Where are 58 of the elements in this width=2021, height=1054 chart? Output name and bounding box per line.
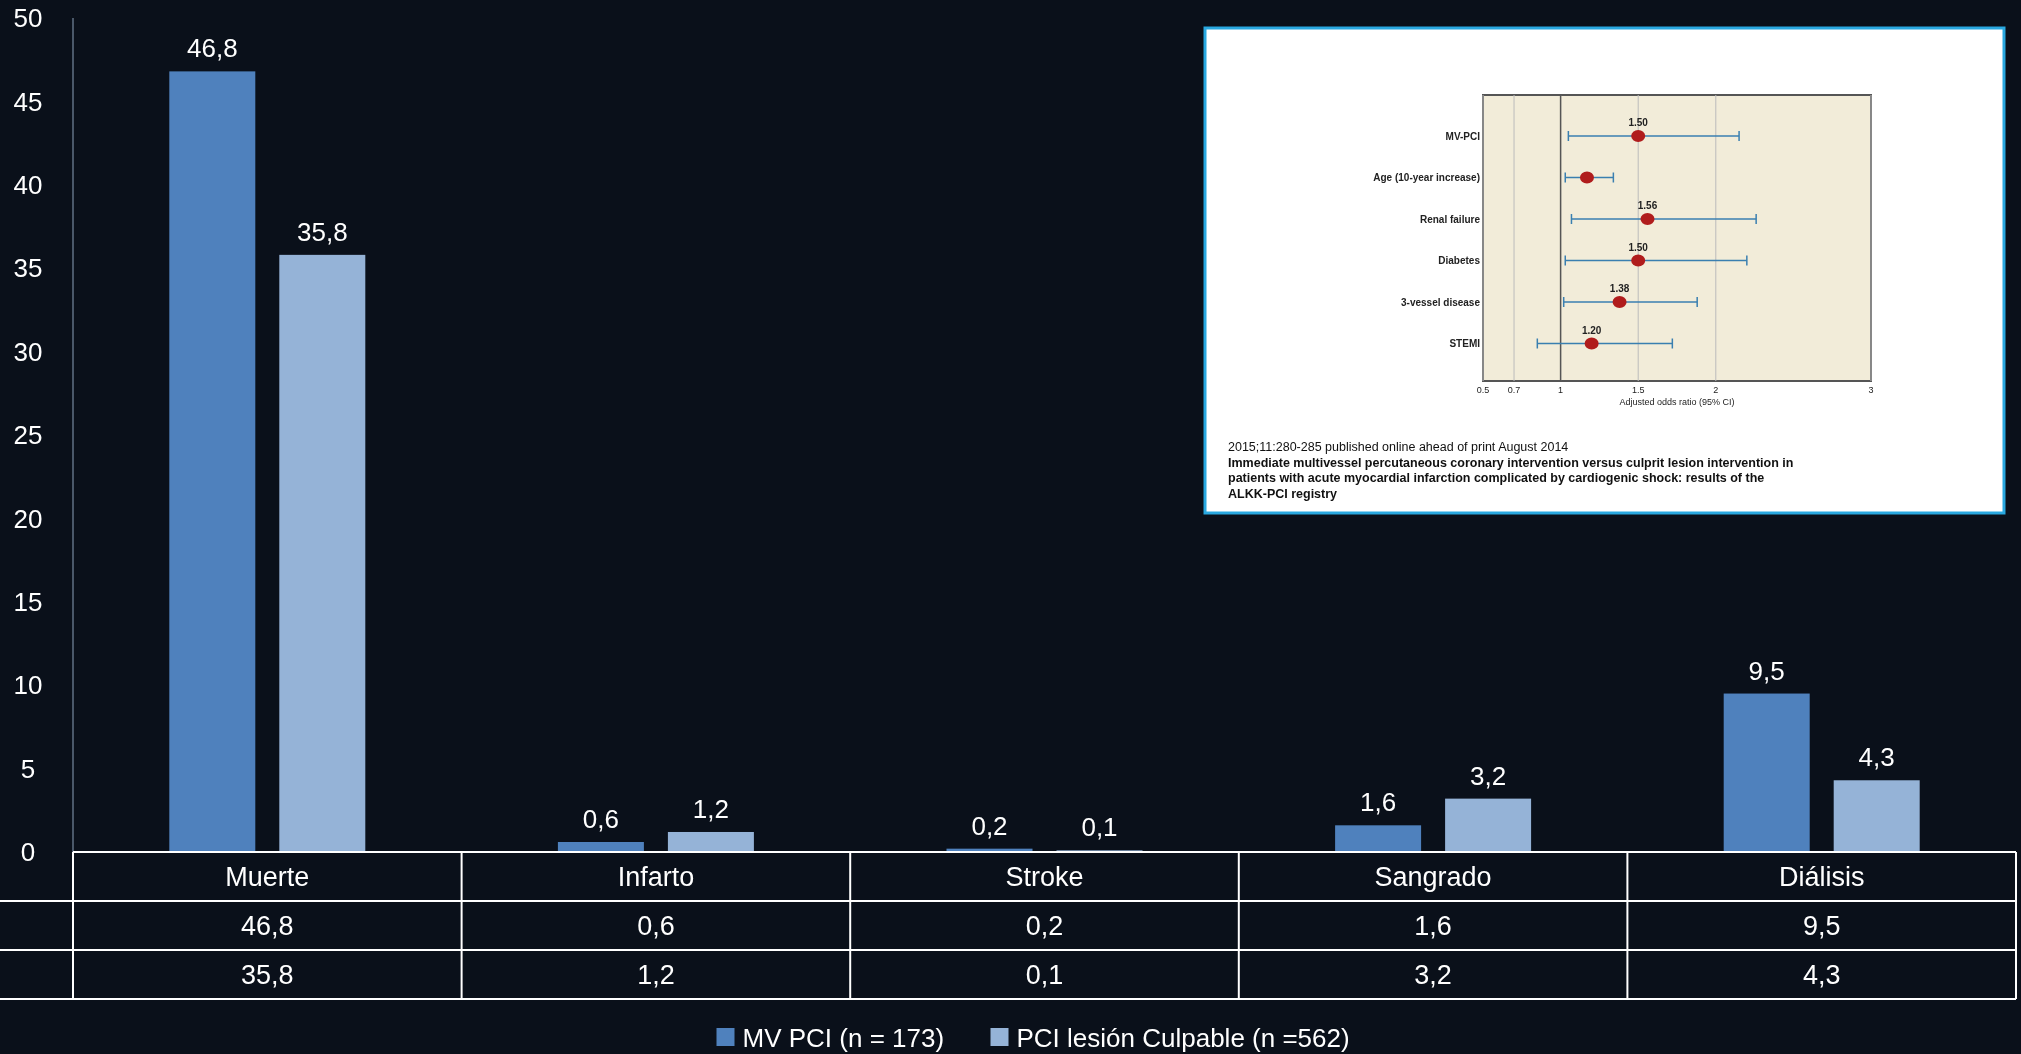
x-tick-label: 1.5 (1631, 385, 1645, 395)
data-label: 1.20 (1581, 324, 1602, 336)
y-tick-label: 50 (13, 3, 43, 34)
data-label: 1.50 (1628, 241, 1649, 253)
data-label: 4,3 (1802, 959, 1841, 990)
x-tick-label: Stroke (1005, 861, 1084, 892)
data-label: 1,6 (1414, 910, 1452, 941)
y-tick-label: Diabetes (1438, 255, 1481, 266)
data-label: 0,6 (637, 910, 675, 941)
x-tick-label: 0.5 (1476, 385, 1490, 395)
text: 0,1 (1081, 812, 1118, 843)
y-tick-label: Renal failure (1419, 213, 1481, 225)
y-tick-label: 35 (13, 253, 43, 284)
y-tick-label: MV-PCI (1445, 130, 1481, 142)
text: 4,3 (1858, 742, 1895, 773)
x-tick-label: Infarto (617, 861, 695, 892)
data-label: 35,8 (241, 959, 294, 990)
x-tick-label: 2 (1713, 385, 1719, 395)
x-tick-label: 0.7 (1507, 385, 1521, 395)
y-tick-label: 5 (20, 753, 36, 784)
text: 35,8 (297, 216, 348, 247)
data-label: 1.56 (1637, 200, 1658, 211)
y-tick-label: 25 (13, 420, 43, 451)
y-tick-label: 10 (13, 670, 43, 701)
data-label: 1.38 (1609, 283, 1630, 294)
legend-label: PCI lesión Culpable (n =562) (1016, 1023, 1350, 1054)
text: 1,6 (1360, 787, 1397, 818)
text: 0,6 (582, 803, 619, 834)
y-tick-label: Age (10-year increase) (1373, 172, 1480, 183)
data-label: 0,2 (1025, 910, 1064, 941)
data-label: 3,2 (1414, 959, 1452, 990)
data-label: 9,5 (1802, 910, 1841, 941)
y-tick-label: 3-vessel disease (1401, 296, 1481, 308)
y-tick-label: 45 (13, 86, 43, 117)
y-tick-label: STEMI (1449, 338, 1481, 349)
text: 3,2 (1470, 760, 1507, 791)
y-tick-label: 30 (13, 336, 43, 367)
x-tick-label: Muerte (225, 861, 310, 892)
y-tick-label: 0 (20, 837, 36, 868)
data-label: 1.50 (1628, 117, 1649, 128)
data-label: 1,2 (637, 959, 675, 990)
y-tick-label: 20 (13, 503, 43, 534)
y-tick-label: 15 (13, 586, 43, 617)
x-axis-title: Adjusted odds ratio (95% CI) (1619, 397, 1735, 407)
text: 9,5 (1748, 655, 1785, 686)
text: 46,8 (187, 33, 238, 64)
legend-label: MV PCI (n = 173) (742, 1023, 945, 1054)
data-label: 46,8 (241, 910, 294, 941)
text: 0,2 (971, 810, 1008, 841)
annotation: 2015;11:280-285 published online ahead of print August 2014 (1228, 440, 1569, 454)
data-label: 0,1 (1025, 959, 1064, 990)
x-tick-label: Diálisis (1778, 861, 1865, 892)
y-tick-label: 40 (13, 169, 43, 200)
x-tick-label: 1 (1558, 385, 1564, 395)
annotation: Immediate multivessel percutaneous coronary intervention versus culprit lesion intervention in patients with acute myocardial infarction complicated by cardiogenic shock: results of the ALKK-PCI registry (1228, 455, 1794, 501)
x-tick-label: 3 (1868, 385, 1874, 395)
x-tick-label: Sangrado (1374, 861, 1492, 892)
text: 1,2 (692, 793, 729, 824)
